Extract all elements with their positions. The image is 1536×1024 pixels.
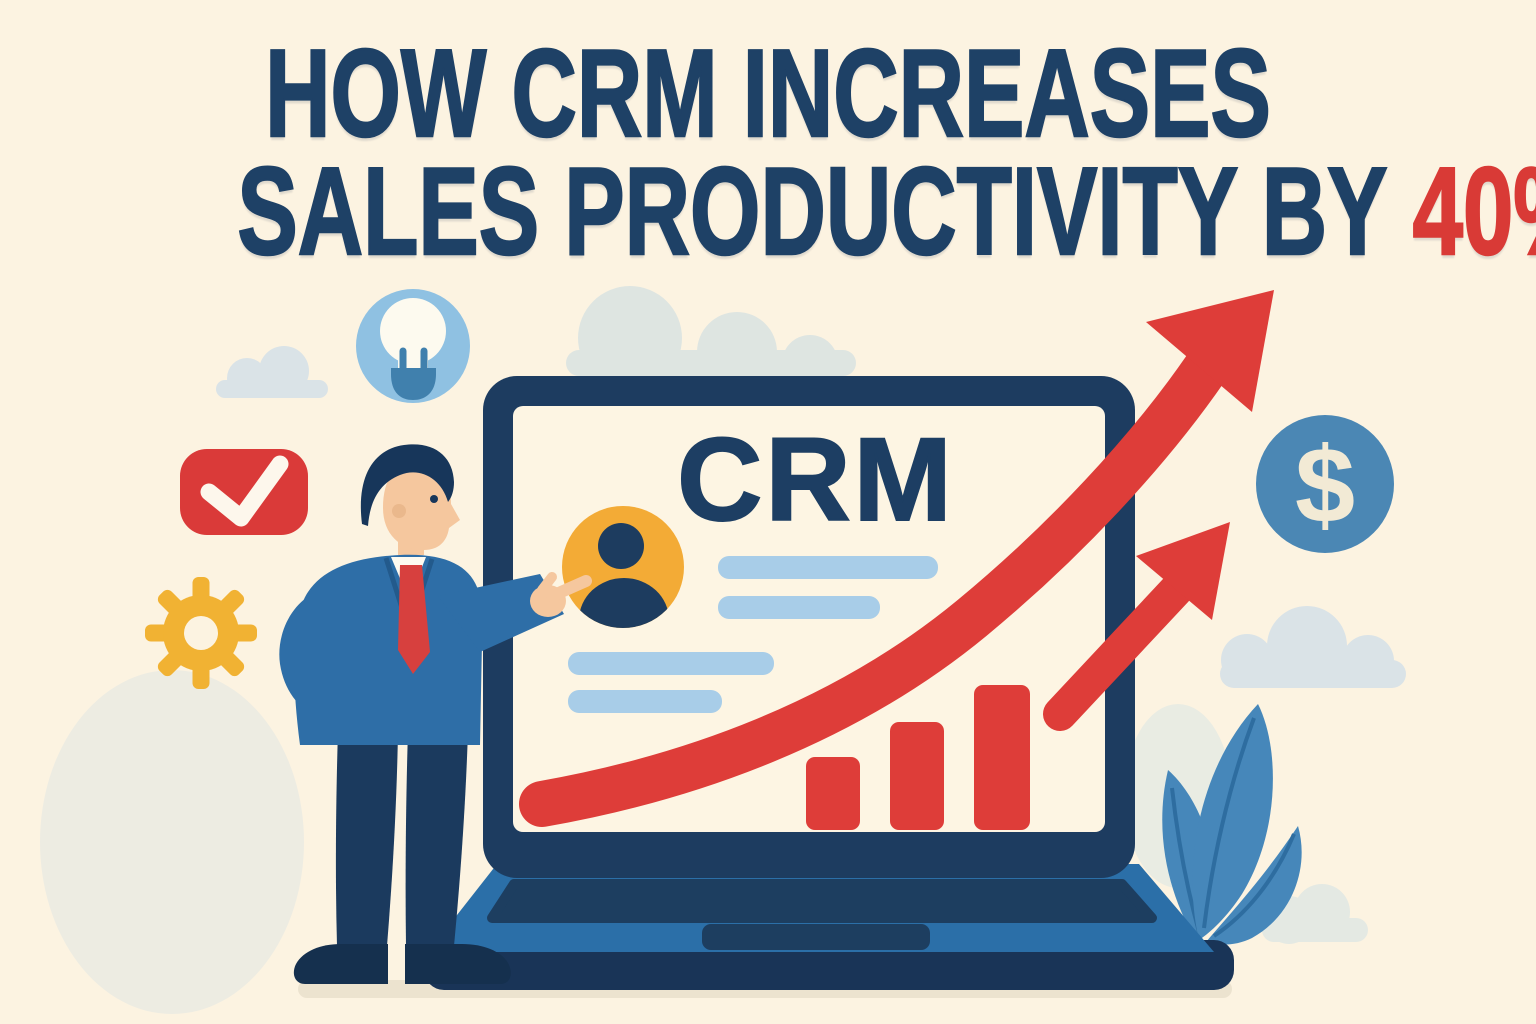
- cloud-top-left-icon: [216, 346, 328, 398]
- cloud-right-icon: [1220, 606, 1406, 688]
- text-line: [718, 556, 938, 579]
- businessman: [279, 444, 592, 984]
- screen-text-lines: [568, 556, 938, 713]
- background-blob-left: [40, 670, 304, 1014]
- growth-curve: [519, 345, 1229, 827]
- checkmark-icon: [180, 449, 308, 535]
- small-arrowhead: [1136, 522, 1230, 620]
- crm-screen-title: CRM: [677, 414, 955, 546]
- background-clouds: [40, 286, 1406, 1014]
- coin-circle: [1256, 415, 1394, 553]
- plant-leaf: [1206, 826, 1302, 945]
- headline-line1: HOW CRM INCREASES: [264, 25, 1272, 163]
- hair: [360, 444, 454, 526]
- growth-arrowhead: [1146, 290, 1274, 412]
- plant-leaf-vein: [1202, 717, 1256, 929]
- headline-highlight-40pct: 40%: [1412, 142, 1536, 281]
- chart-bar: [974, 685, 1030, 830]
- ear-icon: [392, 504, 406, 518]
- lightbulb-icon: [356, 289, 470, 403]
- pants-right-leg: [405, 730, 468, 946]
- headline-line2: SALES PRODUCTIVITY BY 40%: [236, 148, 1536, 275]
- cloud-bottom-right-icon: [1262, 884, 1368, 944]
- text-line: [568, 652, 774, 675]
- avatar-body: [579, 578, 669, 628]
- laptop-trackpad: [702, 924, 930, 950]
- avatar-head: [598, 523, 644, 569]
- text-line: [568, 690, 722, 713]
- plant-leaf-vein: [1212, 833, 1296, 938]
- chart-bar: [806, 757, 860, 830]
- laptop: CRM: [424, 376, 1234, 990]
- pants-left-leg: [335, 730, 398, 946]
- laptop-keyboard: [487, 879, 1157, 923]
- bulb-base: [391, 368, 436, 400]
- growth-arrow-icon: [519, 290, 1274, 827]
- plant-icon: [1162, 704, 1302, 945]
- text-line: [718, 596, 880, 619]
- small-arrow-icon: [1043, 522, 1230, 731]
- jacket: [294, 554, 483, 745]
- headline: HOW CRM INCREASES SALES PRODUCTIVITY BY …: [0, 25, 1536, 275]
- check-stroke: [200, 455, 289, 527]
- left-shoe: [293, 944, 388, 984]
- bar-chart-icon: [806, 685, 1030, 830]
- bulb-glass: [380, 298, 446, 364]
- chart-bar: [890, 722, 944, 830]
- pointing-finger: [546, 575, 592, 602]
- gear-hole: [184, 616, 218, 650]
- laptop-base-bottom: [424, 940, 1234, 990]
- eye: [430, 495, 438, 503]
- user-avatar-icon: [562, 506, 684, 628]
- headline-line2-text: SALES PRODUCTIVITY BY: [236, 142, 1388, 281]
- small-arrow-shaft: [1043, 573, 1193, 731]
- crm-screen-content: CRM: [562, 413, 1030, 830]
- laptop-base: [424, 864, 1234, 990]
- right-shoe: [405, 944, 511, 984]
- dollar-coin-icon: $: [1256, 415, 1394, 553]
- gear-icon: [145, 577, 257, 689]
- dollar-symbol: $: [1295, 424, 1355, 545]
- thumb: [537, 572, 557, 595]
- tie: [398, 565, 430, 674]
